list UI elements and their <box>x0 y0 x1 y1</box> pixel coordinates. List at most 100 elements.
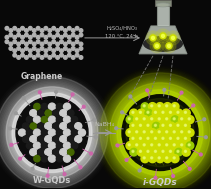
Circle shape <box>156 29 170 43</box>
Circle shape <box>177 111 179 113</box>
Circle shape <box>171 116 179 123</box>
Circle shape <box>175 109 183 117</box>
Circle shape <box>134 142 142 150</box>
Circle shape <box>16 97 88 169</box>
Circle shape <box>79 42 83 46</box>
Bar <box>155 0 171 6</box>
Circle shape <box>7 88 97 177</box>
Circle shape <box>71 93 74 96</box>
Circle shape <box>184 111 187 113</box>
Circle shape <box>171 155 179 163</box>
Circle shape <box>166 118 168 120</box>
Circle shape <box>116 144 119 147</box>
Circle shape <box>149 116 157 124</box>
Circle shape <box>119 92 200 173</box>
Circle shape <box>179 116 187 124</box>
Circle shape <box>162 111 164 113</box>
Circle shape <box>158 131 160 133</box>
Circle shape <box>116 88 204 177</box>
Circle shape <box>26 129 33 136</box>
Circle shape <box>166 131 168 133</box>
Circle shape <box>175 122 183 130</box>
Circle shape <box>68 53 71 57</box>
Circle shape <box>40 29 44 32</box>
Circle shape <box>38 123 44 129</box>
Circle shape <box>128 144 130 146</box>
Circle shape <box>172 175 174 177</box>
Circle shape <box>4 85 100 180</box>
Circle shape <box>49 129 55 136</box>
Circle shape <box>25 56 28 59</box>
Text: W-GQDs: W-GQDs <box>33 176 71 184</box>
Circle shape <box>113 86 207 179</box>
Circle shape <box>156 116 164 124</box>
Circle shape <box>154 137 156 139</box>
Circle shape <box>182 135 190 143</box>
Polygon shape <box>139 26 187 54</box>
Circle shape <box>13 26 16 30</box>
Circle shape <box>48 29 52 32</box>
Circle shape <box>125 159 128 161</box>
Circle shape <box>41 143 48 149</box>
Circle shape <box>115 127 118 130</box>
Circle shape <box>64 116 70 123</box>
Circle shape <box>137 135 145 143</box>
Circle shape <box>162 124 164 126</box>
Circle shape <box>44 40 48 43</box>
Circle shape <box>60 49 63 53</box>
Circle shape <box>40 56 44 59</box>
Circle shape <box>9 47 13 50</box>
Circle shape <box>45 110 51 116</box>
Circle shape <box>151 118 153 120</box>
Circle shape <box>173 144 175 146</box>
Text: 120 °C, 24 h: 120 °C, 24 h <box>106 33 138 38</box>
Circle shape <box>122 95 198 170</box>
Circle shape <box>162 39 176 53</box>
Circle shape <box>90 152 92 155</box>
Circle shape <box>41 116 48 123</box>
Circle shape <box>181 131 183 133</box>
Circle shape <box>40 33 44 37</box>
Circle shape <box>156 103 164 111</box>
Circle shape <box>25 33 28 37</box>
Circle shape <box>13 94 91 171</box>
Circle shape <box>104 77 211 188</box>
Circle shape <box>188 131 190 133</box>
Circle shape <box>152 135 160 143</box>
Circle shape <box>173 131 175 133</box>
Circle shape <box>5 26 9 30</box>
Circle shape <box>132 124 134 126</box>
Circle shape <box>45 136 52 143</box>
Circle shape <box>184 150 187 152</box>
Circle shape <box>56 129 63 136</box>
Circle shape <box>141 155 149 163</box>
Circle shape <box>48 33 52 37</box>
Circle shape <box>56 47 59 50</box>
Circle shape <box>128 131 130 133</box>
Circle shape <box>14 112 17 115</box>
Circle shape <box>79 47 83 50</box>
Circle shape <box>26 116 33 123</box>
Circle shape <box>75 136 82 143</box>
Circle shape <box>145 109 153 117</box>
Circle shape <box>53 110 59 116</box>
Bar <box>157 5 169 26</box>
Circle shape <box>5 40 9 43</box>
Circle shape <box>143 105 145 107</box>
Circle shape <box>100 73 211 189</box>
Circle shape <box>79 166 82 169</box>
Circle shape <box>5 36 9 39</box>
Circle shape <box>160 32 166 39</box>
Circle shape <box>52 40 55 43</box>
Circle shape <box>30 136 37 143</box>
Circle shape <box>149 142 157 150</box>
Circle shape <box>82 105 85 108</box>
Circle shape <box>134 129 142 137</box>
Circle shape <box>17 47 20 50</box>
Circle shape <box>38 110 44 116</box>
Circle shape <box>182 122 190 130</box>
Circle shape <box>141 103 149 110</box>
Circle shape <box>156 155 164 163</box>
Circle shape <box>26 143 33 149</box>
Circle shape <box>56 116 63 123</box>
